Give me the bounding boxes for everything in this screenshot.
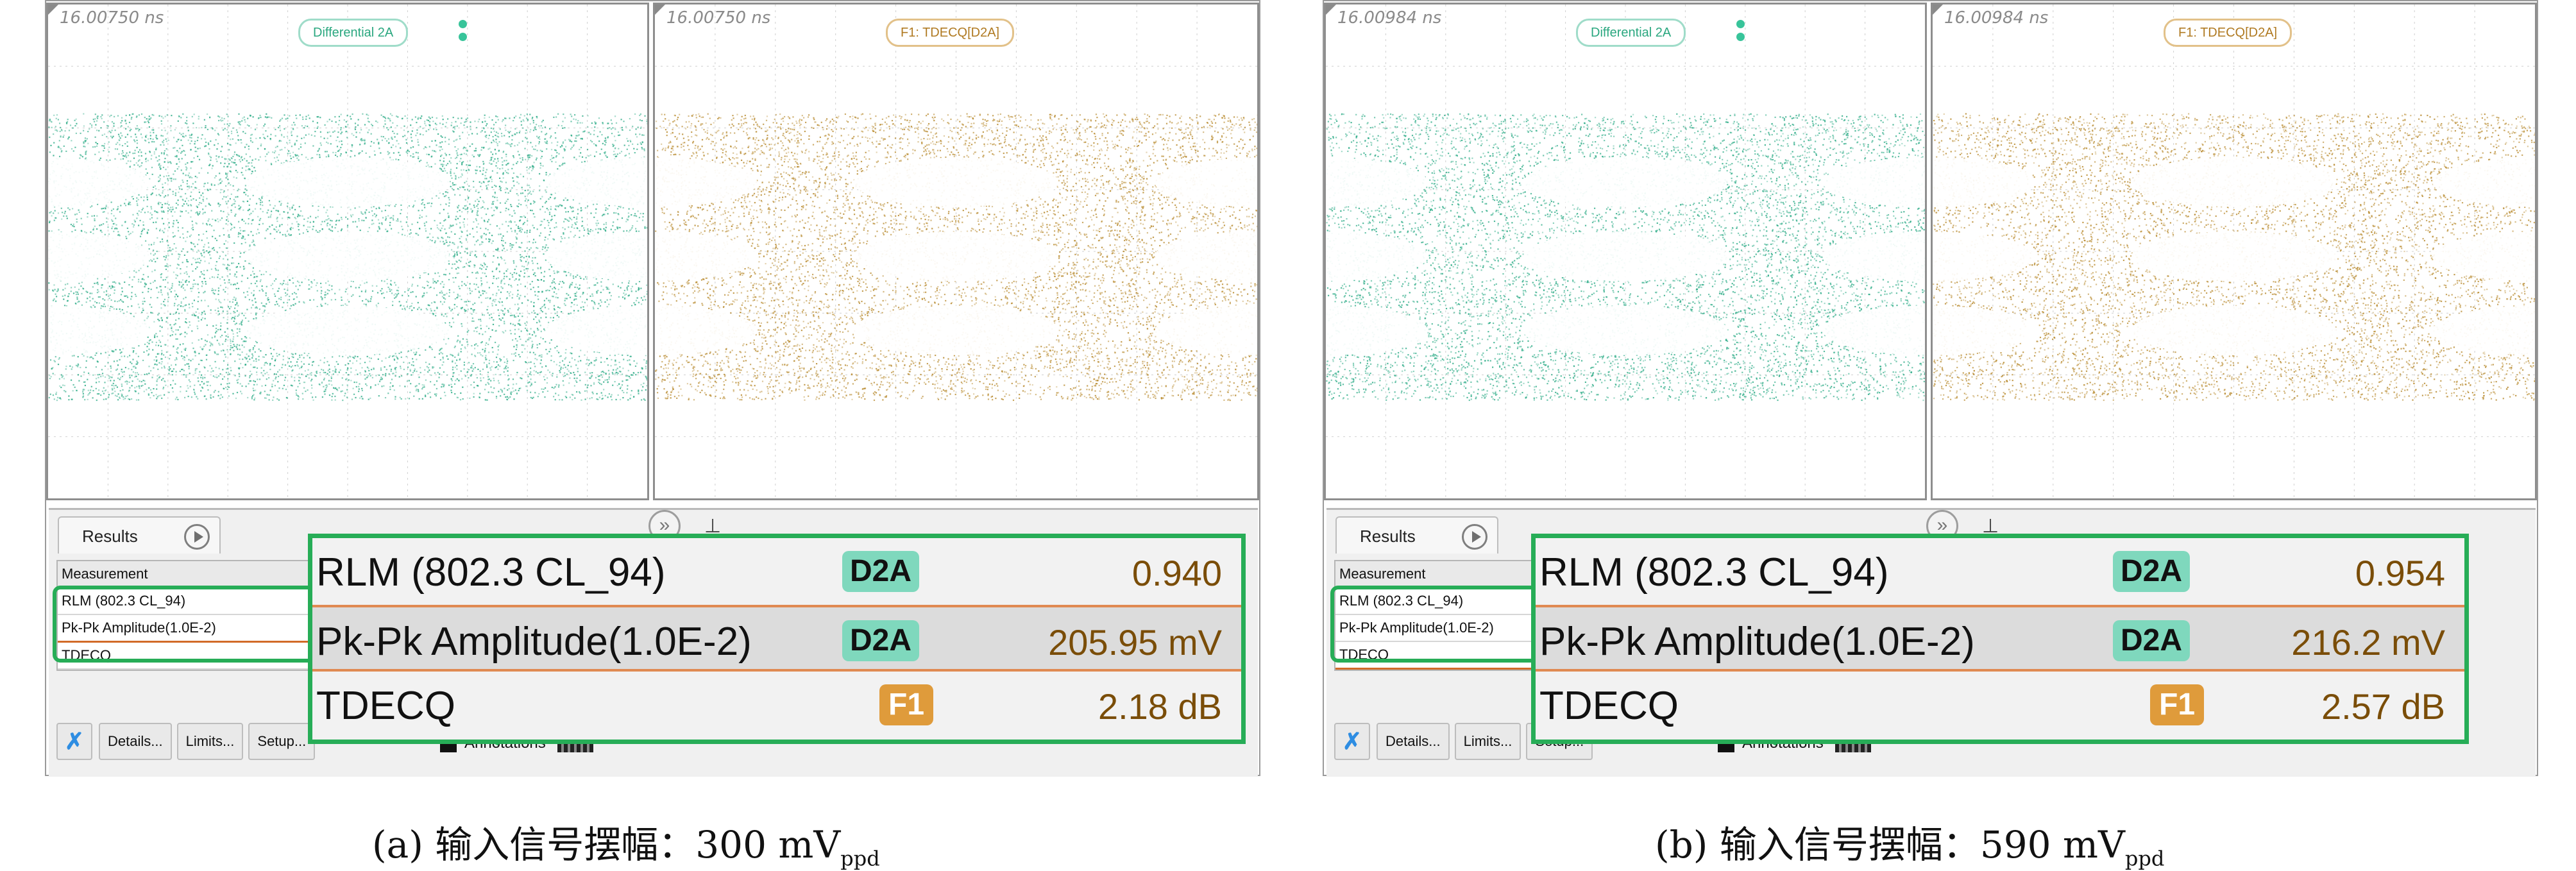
setup-button[interactable]: Setup... (248, 723, 315, 760)
measurement-row: TDECQ F1 2.57 dB (1536, 672, 2464, 738)
measurement-row: TDECQ F1 2.18 dB (312, 672, 1241, 738)
waveform-tag[interactable]: Differential 2A (298, 19, 408, 47)
eye-pattern-graphic (655, 4, 1257, 498)
play-icon[interactable] (1462, 524, 1487, 550)
tab-label: Results (82, 527, 138, 546)
handle-dots-icon[interactable] (1736, 20, 1745, 46)
measurement-value: 205.95 mV (1048, 622, 1222, 663)
caption: (b) 输入信号摆幅：590 mVppd (1655, 815, 2164, 871)
caption-text: (a) 输入信号摆幅：300 mV (372, 823, 840, 867)
tab-label: Results (1360, 527, 1416, 546)
measurement-name: RLM (802.3 CL_94) (1539, 550, 1889, 595)
corner-marker-icon (48, 4, 58, 15)
handle-dots-icon[interactable] (459, 20, 468, 46)
tab-results[interactable]: Results (58, 516, 221, 554)
corner-marker-icon (1933, 4, 1943, 15)
source-badge: D2A (2113, 620, 2190, 661)
measurement-row: RLM (802.3 CL_94) D2A 0.940 (312, 538, 1241, 605)
eye-diagram-tdecq[interactable]: 16.00984 ns F1: TDECQ[D2A] (1931, 3, 2537, 500)
measurement-value: 0.940 (1132, 552, 1222, 594)
corner-marker-icon (1326, 4, 1336, 15)
measurement-row: Pk-Pk Amplitude(1.0E-2) D2A 205.95 mV (312, 605, 1241, 672)
eye-diagram-tdecq[interactable]: 16.00750 ns F1: TDECQ[D2A] (653, 3, 1259, 500)
limits-button[interactable]: Limits... (177, 723, 244, 760)
eye-pattern-graphic (1933, 4, 2535, 498)
details-button[interactable]: Details... (99, 723, 172, 760)
clear-icon[interactable]: ✗ (1334, 723, 1370, 760)
measurement-value: 2.57 dB (2321, 686, 2445, 727)
caption-subscript: ppd (840, 847, 879, 871)
highlight-frame (53, 586, 326, 663)
measurement-name: Pk-Pk Amplitude(1.0E-2) (1539, 619, 1975, 664)
play-icon[interactable] (184, 524, 210, 550)
tab-results[interactable]: Results (1335, 516, 1498, 554)
corner-marker-icon (655, 4, 665, 15)
measurement-name: Pk-Pk Amplitude(1.0E-2) (316, 619, 752, 664)
source-badge: F1 (2150, 684, 2204, 725)
source-badge: D2A (842, 620, 919, 661)
source-badge: F1 (879, 684, 933, 725)
eye-pattern-graphic (48, 4, 647, 498)
waveform-tag[interactable]: F1: TDECQ[D2A] (2164, 19, 2292, 47)
eye-diagram-differential[interactable]: 16.00984 ns Differential 2A (1324, 3, 1927, 500)
zoomed-measurements: RLM (802.3 CL_94) D2A 0.954 Pk-Pk Amplit… (1531, 534, 2469, 744)
measurement-row: RLM (802.3 CL_94) D2A 0.954 (1536, 538, 2464, 605)
measurement-name: RLM (802.3 CL_94) (316, 550, 666, 595)
details-button[interactable]: Details... (1377, 723, 1450, 760)
limits-button[interactable]: Limits... (1455, 723, 1521, 760)
caption-subscript: ppd (2125, 847, 2164, 871)
clear-icon[interactable]: ✗ (56, 723, 92, 760)
measurement-value: 216.2 mV (2291, 622, 2445, 663)
measurement-value: 2.18 dB (1098, 686, 1222, 727)
time-readout: 16.00984 ns (1944, 8, 2048, 28)
caption: (a) 输入信号摆幅：300 mVppd (372, 815, 880, 871)
measurement-name: TDECQ (1539, 683, 1679, 729)
waveform-tag[interactable]: F1: TDECQ[D2A] (886, 19, 1014, 47)
table-header: Measurement (58, 561, 346, 588)
panel-a: 16.00750 ns Differential 2A 16.00750 ns … (45, 0, 1260, 776)
zoomed-measurements: RLM (802.3 CL_94) D2A 0.940 Pk-Pk Amplit… (308, 534, 1246, 744)
measurement-row: Pk-Pk Amplitude(1.0E-2) D2A 216.2 mV (1536, 605, 2464, 672)
source-badge: D2A (842, 551, 919, 592)
panel-b: 16.00984 ns Differential 2A 16.00984 ns … (1323, 0, 2538, 776)
time-readout: 16.00750 ns (666, 8, 770, 28)
measurement-name: TDECQ (316, 683, 455, 729)
measurement-value: 0.954 (2355, 552, 2445, 594)
eye-diagram-differential[interactable]: 16.00750 ns Differential 2A (46, 3, 649, 500)
time-readout: 16.00984 ns (1337, 8, 1441, 28)
source-badge: D2A (2113, 551, 2190, 592)
toolbar: ✗Details...Limits...Setup... (56, 723, 320, 761)
caption-text: (b) 输入信号摆幅：590 mV (1655, 823, 2125, 867)
waveform-tag[interactable]: Differential 2A (1576, 19, 1686, 47)
time-readout: 16.00750 ns (60, 8, 164, 28)
eye-pattern-graphic (1326, 4, 1925, 498)
